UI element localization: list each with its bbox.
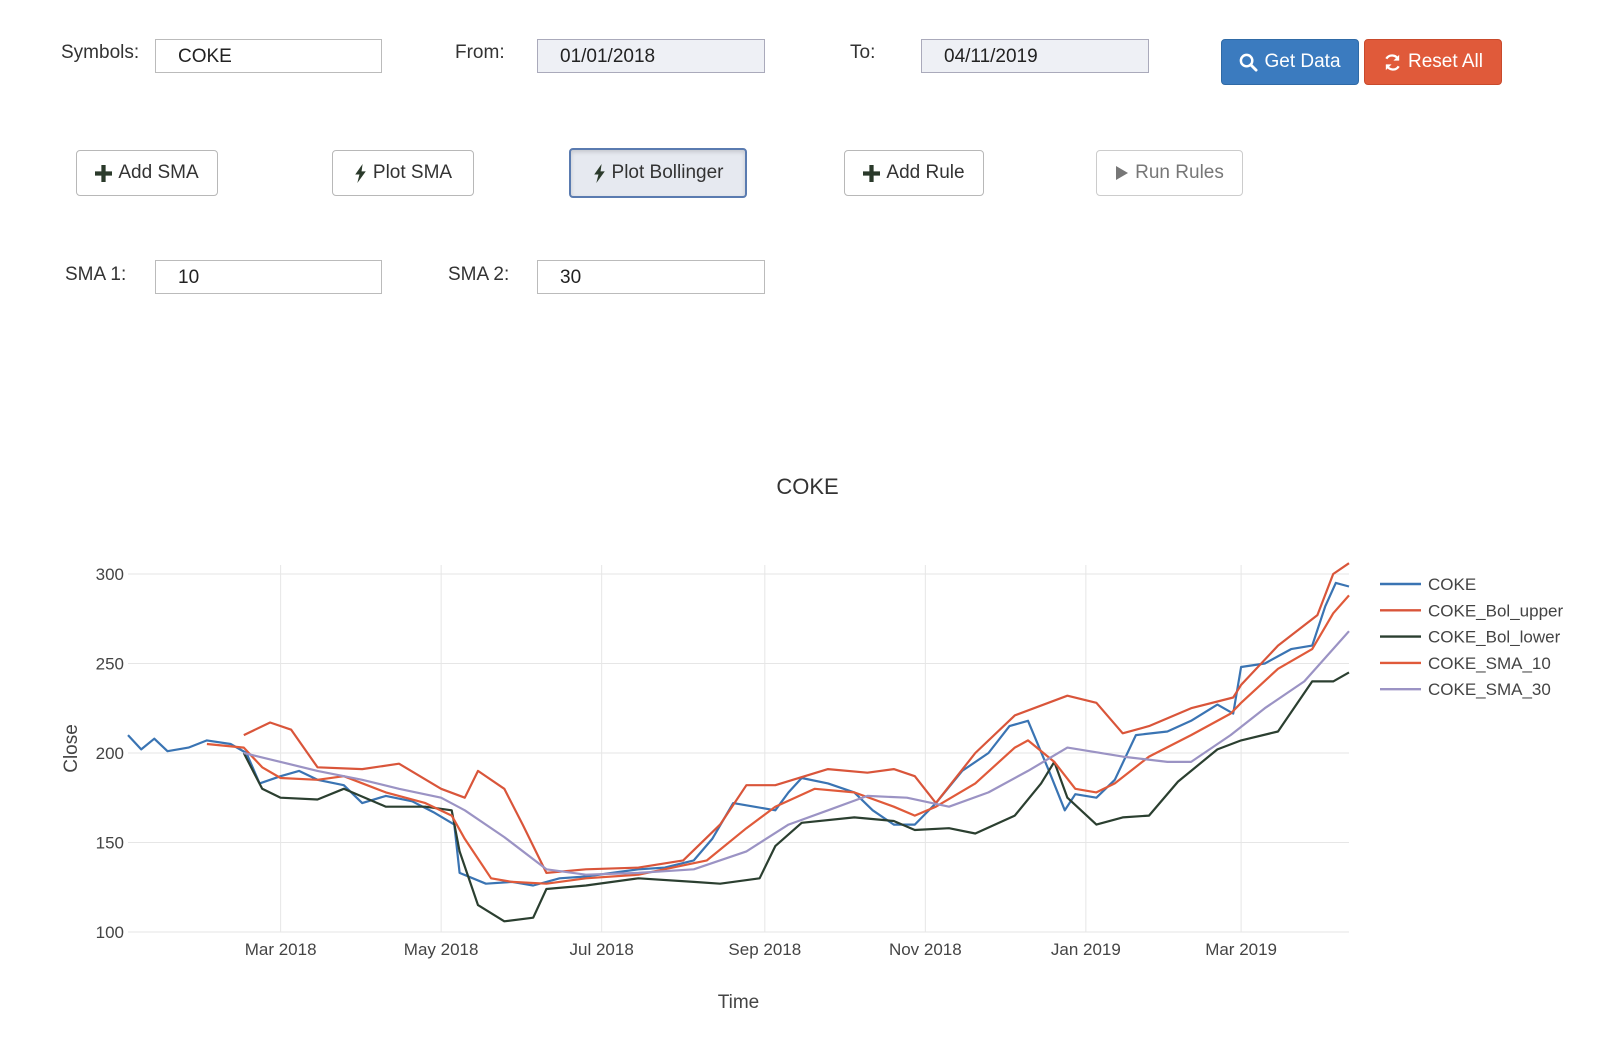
x-tick-label: Jul 2018	[570, 940, 634, 959]
y-tick-label: 100	[96, 923, 124, 942]
get-data-button[interactable]: Get Data	[1221, 39, 1359, 85]
plot-bollinger-button[interactable]: Plot Bollinger	[569, 148, 747, 198]
from-label: From:	[455, 42, 505, 63]
sma2-label: SMA 2:	[448, 264, 510, 285]
sma1-label: SMA 1:	[65, 264, 127, 285]
run-rules-label: Run Rules	[1135, 162, 1224, 183]
plot-bollinger-label: Plot Bollinger	[611, 162, 724, 183]
series-line-coke-bol-lower	[242, 671, 1350, 923]
add-rule-button[interactable]: Add Rule	[844, 150, 984, 196]
lightning-icon	[354, 163, 367, 183]
plot-sma-button[interactable]: Plot SMA	[332, 150, 474, 196]
from-date-input[interactable]: 01/01/2018	[537, 39, 765, 73]
get-data-label: Get Data	[1264, 51, 1341, 72]
x-axis-title: Time	[718, 992, 760, 1013]
x-tick-label: Sep 2018	[728, 940, 801, 959]
chart-title: COKE	[776, 474, 839, 499]
add-sma-label: Add SMA	[118, 162, 199, 183]
series-line-coke	[127, 581, 1350, 887]
reset-all-label: Reset All	[1408, 51, 1483, 72]
sma2-input[interactable]: 30	[537, 260, 765, 294]
x-tick-label: Jan 2019	[1051, 940, 1121, 959]
series-line-coke-bol-upper	[243, 562, 1350, 875]
legend-entry: COKE_SMA_30	[1428, 680, 1551, 699]
symbols-input[interactable]: COKE	[155, 39, 382, 73]
x-tick-label: Mar 2018	[245, 940, 317, 959]
sma1-input[interactable]: 10	[155, 260, 382, 294]
y-axis-title: Close	[61, 724, 82, 773]
plus-icon	[863, 164, 881, 182]
y-tick-label: 150	[96, 833, 124, 852]
to-label: To:	[850, 42, 876, 63]
y-tick-label: 300	[96, 565, 124, 584]
reset-all-button[interactable]: Reset All	[1364, 39, 1502, 85]
play-icon	[1115, 165, 1129, 181]
y-tick-label: 200	[96, 744, 124, 763]
plus-icon	[95, 164, 113, 182]
lightning-icon	[593, 163, 606, 183]
symbols-label: Symbols:	[61, 42, 140, 63]
series-line-coke-sma-30	[243, 630, 1350, 876]
x-tick-label: Nov 2018	[889, 940, 962, 959]
to-date-input[interactable]: 04/11/2019	[921, 39, 1149, 73]
legend-entry: COKE	[1428, 575, 1476, 594]
legend-entry: COKE_SMA_10	[1428, 654, 1551, 673]
y-tick-label: 250	[96, 654, 124, 673]
plot-sma-label: Plot SMA	[372, 162, 453, 183]
x-tick-label: Mar 2019	[1205, 940, 1277, 959]
refresh-icon	[1383, 53, 1402, 72]
x-tick-label: May 2018	[404, 940, 479, 959]
series-line-coke-sma-10	[206, 594, 1350, 885]
run-rules-button[interactable]: Run Rules	[1096, 150, 1243, 196]
search-icon	[1239, 53, 1258, 72]
add-sma-button[interactable]: Add SMA	[76, 150, 218, 196]
legend-entry: COKE_Bol_lower	[1428, 628, 1561, 647]
legend-entry: COKE_Bol_upper	[1428, 601, 1563, 620]
add-rule-label: Add Rule	[886, 162, 965, 183]
